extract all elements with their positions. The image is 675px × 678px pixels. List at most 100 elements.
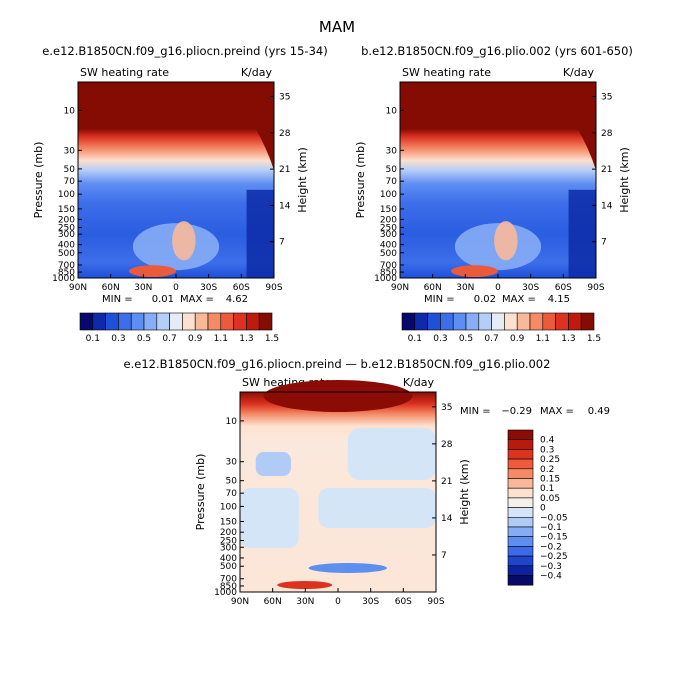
colorbar-swatch — [169, 312, 183, 331]
contour-plume — [172, 221, 196, 261]
units-label: K/day — [563, 66, 595, 79]
y2-tick-label: 14 — [441, 514, 453, 524]
y-tick-label: 300 — [220, 543, 237, 553]
colorbar-swatch — [507, 478, 534, 489]
max-value: 4.62 — [226, 294, 248, 305]
colorbar-swatch — [246, 312, 260, 331]
x-tick-label: 30S — [362, 597, 379, 607]
variable-label: SW heating rate — [402, 66, 491, 79]
y-tick-label: 50 — [226, 477, 238, 487]
y-tick-label: 150 — [380, 205, 397, 215]
colorbar-swatch — [529, 312, 544, 331]
colorbar-swatch — [118, 312, 132, 331]
colorbar-label: 1.1 — [536, 334, 550, 344]
colorbar-label: 1.1 — [214, 334, 228, 344]
y-tick-label: 850 — [58, 268, 75, 278]
x-tick-label: 60S — [395, 597, 412, 607]
colorbar-swatch — [156, 312, 170, 331]
y2-tick-label: 7 — [441, 551, 447, 561]
x-tick-label: 60S — [233, 283, 250, 293]
colorbar-swatch — [507, 429, 534, 440]
y2-tick-label: 7 — [601, 238, 607, 248]
y-tick-label: 10 — [386, 106, 398, 116]
min-label: MIN = — [424, 294, 455, 305]
min-label: MIN = — [102, 294, 133, 305]
colorbar-swatch — [182, 312, 196, 331]
x-tick-label: 30S — [522, 283, 539, 293]
x-tick-label: 30N — [296, 597, 314, 607]
y-tick-label: 300 — [58, 230, 75, 240]
colorbar-label: −0.3 — [540, 562, 562, 572]
contour-polar-cap — [219, 82, 274, 171]
y-tick-label: 700 — [380, 261, 397, 271]
colorbar-swatch — [507, 565, 534, 576]
colorbar-label: 0.9 — [188, 334, 203, 344]
colorbar-label: 0.3 — [111, 334, 125, 344]
x-tick-label: 60N — [424, 283, 442, 293]
min-label: MIN = — [460, 406, 491, 417]
min-value: 0.02 — [474, 294, 496, 305]
y-tick-label: 30 — [64, 146, 76, 156]
colorbar-swatch — [507, 439, 534, 450]
colorbar-swatch — [507, 468, 534, 479]
colorbar-swatch — [130, 312, 145, 331]
y-axis-label: Pressure (mb) — [354, 142, 367, 219]
contour-high-lat — [246, 189, 274, 278]
y-tick-label: 70 — [386, 177, 398, 187]
x-tick-label: 90S — [265, 283, 282, 293]
y2-tick-label: 35 — [601, 93, 612, 103]
y2-tick-label: 28 — [601, 129, 613, 139]
colorbar-swatch — [504, 312, 518, 331]
x-tick-label: 0 — [173, 283, 179, 293]
panel-title: e.e12.B1850CN.f09_g16.pliocn.preind — b.… — [124, 357, 551, 371]
y2-tick-label: 35 — [279, 93, 290, 103]
colorbar-swatch — [507, 497, 534, 508]
y-tick-label: 10 — [64, 106, 76, 116]
y-tick-label: 200 — [58, 215, 75, 225]
colorbar-label: 0.15 — [540, 475, 560, 485]
panel-title: e.e12.B1850CN.f09_g16.pliocn.preind (yrs… — [42, 44, 327, 58]
colorbar-swatch — [207, 312, 222, 331]
colorbar-label: 0.3 — [433, 334, 447, 344]
x-tick-label: 30N — [134, 283, 152, 293]
colorbar-swatch — [580, 312, 595, 331]
variable-label: SW heating rate — [80, 66, 169, 79]
y-tick-label: 1000 — [52, 274, 75, 284]
contour-neg-core — [308, 563, 387, 573]
x-tick-label: 90S — [587, 283, 604, 293]
y2-tick-label: 35 — [441, 403, 452, 413]
colorbar-swatch — [258, 312, 273, 331]
y-tick-label: 700 — [220, 575, 237, 585]
colorbar-swatch — [507, 516, 534, 528]
max-label: MAX = — [502, 294, 536, 305]
y-tick-label: 70 — [226, 489, 238, 499]
y-tick-label: 50 — [64, 165, 76, 175]
colorbar-label: 0.2 — [540, 465, 554, 475]
colorbar-swatch — [194, 312, 209, 331]
y2-tick-label: 14 — [601, 201, 613, 211]
colorbar-swatch — [105, 312, 119, 331]
colorbar-label: 0.5 — [137, 334, 151, 344]
y2-axis-label: Height (km) — [458, 459, 471, 525]
y-axis-label: Pressure (mb) — [194, 454, 207, 531]
units-label: K/day — [403, 376, 435, 389]
colorbar-label: 1.5 — [265, 334, 279, 344]
y-tick-label: 150 — [58, 205, 75, 215]
x-tick-label: 60N — [102, 283, 120, 293]
y-axis-label: Pressure (mb) — [32, 142, 45, 219]
y-tick-label: 500 — [220, 562, 237, 572]
colorbar-label: 0.5 — [459, 334, 473, 344]
colorbar-swatch — [507, 555, 534, 567]
panel-title: b.e12.B1850CN.f09_g16.plio.002 (yrs 601-… — [361, 44, 633, 58]
y2-tick-label: 7 — [279, 238, 285, 248]
contour-polar-cap — [541, 82, 596, 171]
colorbar-label: 1.3 — [239, 334, 253, 344]
colorbar-swatch — [79, 312, 94, 331]
colorbar-label: −0.15 — [540, 533, 568, 543]
colorbar-swatch — [440, 312, 454, 331]
colorbar-swatch — [507, 526, 534, 537]
max-label: MAX = — [180, 294, 214, 305]
y-tick-label: 500 — [380, 249, 397, 259]
contour-high-lat — [568, 189, 596, 278]
contour-pos-top — [263, 380, 413, 412]
